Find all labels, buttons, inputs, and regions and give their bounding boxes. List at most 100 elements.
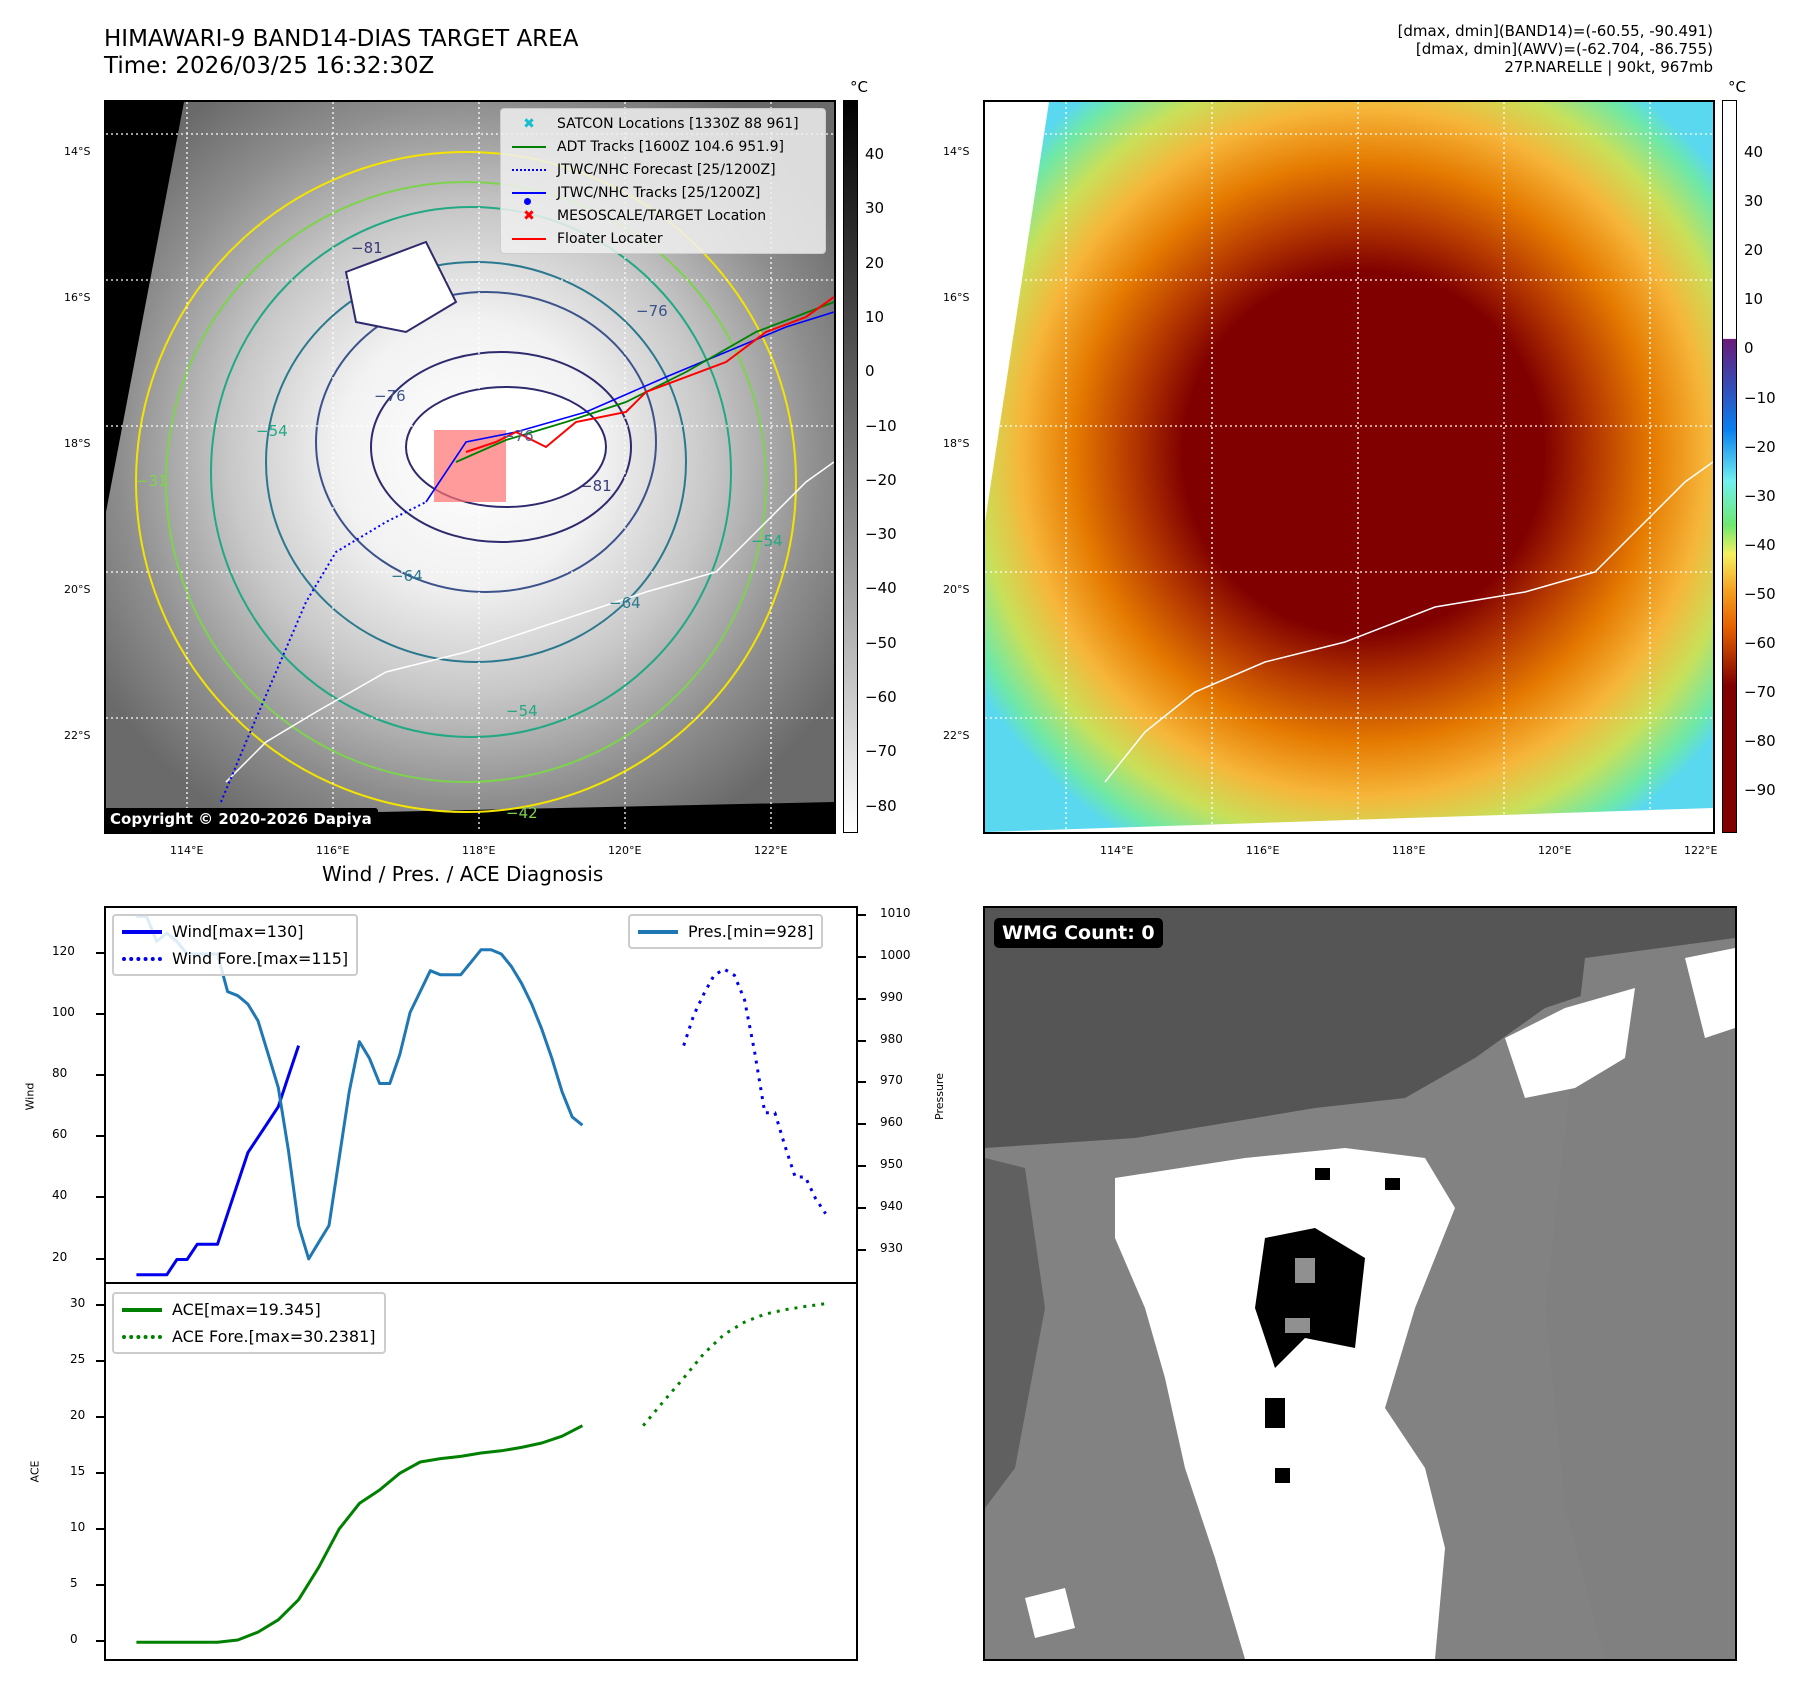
ace-tick: 10 (70, 1520, 86, 1535)
ace-tick: 0 (70, 1632, 78, 1647)
lat-tick: 22°S (943, 729, 970, 742)
legend-label: JTWC/NHC Tracks [25/1200Z] (557, 184, 761, 201)
pressure-tick: 930 (880, 1240, 903, 1255)
legend-label: MESOSCALE/TARGET Location (557, 207, 767, 224)
colorbar-tick: −40 (1744, 535, 1776, 554)
time-line: Time: 2026/03/25 16:32:30Z (104, 53, 435, 79)
colorbar-tick: −40 (865, 579, 897, 598)
colorbar-tick: 0 (1744, 339, 1754, 358)
colorbar-tick: −80 (865, 796, 897, 815)
legend-item: Wind Fore.[max=115] (122, 945, 348, 972)
lon-tick: 120°E (1538, 844, 1572, 857)
colorbar-tick: −80 (1744, 732, 1776, 751)
colorbar-tick: 40 (865, 145, 885, 163)
pressure-axis-label: Pressure (932, 1073, 946, 1120)
lon-tick: 116°E (1246, 844, 1280, 857)
ir-colorbar (1722, 100, 1737, 833)
colorbar-tick: −50 (1744, 584, 1776, 603)
legend-label: Pres.[min=928] (688, 922, 814, 941)
colorbar-tick: 10 (1744, 290, 1764, 309)
contour-label: −42 (506, 804, 538, 822)
legend-item: ACE[max=19.345] (122, 1296, 376, 1323)
lon-tick: 114°E (170, 844, 204, 857)
colorbar-tick: −50 (865, 633, 897, 652)
colorbar-tick: −20 (1744, 437, 1776, 456)
map-legend: ✖ SATCON Locations [1330Z 88 961] ADT Tra… (500, 108, 826, 254)
awv-range: [dmax, dmin](AWV)=(-62.704, -86.755) (1415, 40, 1713, 58)
tick-mark (96, 1640, 104, 1643)
lon-tick: 114°E (1100, 844, 1134, 857)
tick-mark (96, 1584, 104, 1587)
colorbar-tick: −30 (1744, 486, 1776, 505)
lat-tick: 16°S (64, 291, 91, 304)
wind-tick: 60 (52, 1127, 68, 1142)
chart-title: Wind / Pres. / ACE Diagnosis (322, 862, 604, 886)
tick-mark (858, 1165, 866, 1168)
ace-tick: 30 (70, 1296, 86, 1311)
colorbar-tick: 30 (1744, 192, 1764, 211)
lat-tick: 14°S (64, 145, 91, 158)
contour-label: −64 (391, 567, 423, 585)
tick-mark (96, 1472, 104, 1475)
legend-label: Floater Locater (557, 230, 663, 247)
tick-mark (96, 1304, 104, 1307)
legend-item: Floater Locater (507, 227, 819, 250)
colorbar-tick: −70 (865, 742, 897, 761)
colorbar-tick: −60 (1744, 634, 1776, 652)
pressure-tick: 970 (880, 1073, 903, 1088)
ace-plot (136, 1302, 826, 1644)
colorbar-tick: −90 (1744, 781, 1776, 800)
colorbar-tick: −70 (1744, 683, 1776, 702)
line-dot-icon (507, 191, 551, 205)
tick-mark (858, 997, 866, 1000)
tick-mark (858, 1081, 866, 1084)
ace-tick: 20 (70, 1408, 86, 1423)
wind-axis-label: Wind (23, 1082, 37, 1111)
right-map-panel (983, 100, 1715, 834)
contour-label: −64 (609, 594, 641, 612)
colorbar-tick: 30 (865, 199, 885, 218)
wind-legend: Wind[max=130] Wind Fore.[max=115] (112, 914, 359, 976)
figure-title: HIMAWARI-9 BAND14-DIAS TARGET AREA Time: … (104, 26, 578, 80)
solid-line-icon (122, 929, 162, 934)
lon-tick: 122°E (1684, 844, 1718, 857)
contour-label: −54 (506, 702, 538, 720)
ace-panel (104, 1282, 858, 1661)
lat-tick: 20°S (64, 583, 91, 596)
colorbar-tick: 20 (1744, 241, 1764, 260)
pressure-tick: 1010 (880, 906, 911, 921)
lon-tick: 118°E (1392, 844, 1426, 857)
legend-item: Pres.[min=928] (638, 918, 813, 945)
tick-mark (96, 1257, 104, 1260)
dotted-line-icon (507, 168, 551, 171)
pressure-tick: 940 (880, 1198, 903, 1213)
lat-tick: 16°S (943, 291, 970, 304)
tick-mark (96, 1074, 104, 1077)
info-block: [dmax, dmin](BAND14)=(-60.55, -90.491) [… (1398, 22, 1713, 76)
right-map-image (985, 102, 1713, 832)
lat-tick: 14°S (943, 145, 970, 158)
tick-mark (858, 1206, 866, 1209)
lon-tick: 116°E (316, 844, 350, 857)
colorbar-tick: −10 (1744, 388, 1776, 407)
tick-mark (858, 1248, 866, 1251)
ace-axis-label: ACE (28, 1460, 42, 1483)
wind-tick: 120 (52, 943, 75, 958)
storm-info: 27P.NARELLE | 90kt, 967mb (1504, 58, 1713, 76)
tick-mark (858, 1039, 866, 1042)
wmg-image (985, 938, 1735, 1659)
tick-mark (96, 1360, 104, 1363)
wmg-panel (983, 906, 1737, 1661)
pressure-tick: 950 (880, 1157, 903, 1172)
lat-tick: 20°S (943, 583, 970, 596)
legend-item: ADT Tracks [1600Z 104.6 951.9] (507, 135, 819, 158)
pressure-legend: Pres.[min=928] (628, 914, 824, 949)
ace-line (136, 1424, 584, 1644)
lat-tick: 18°S (64, 437, 91, 450)
legend-label: ADT Tracks [1600Z 104.6 951.9] (557, 138, 784, 155)
wind-tick: 80 (52, 1066, 68, 1081)
legend-item: ✖ MESOSCALE/TARGET Location (507, 204, 819, 227)
colorbar-tick: 20 (865, 253, 885, 272)
tick-mark (96, 1196, 104, 1199)
solid-line-icon (122, 1307, 162, 1312)
